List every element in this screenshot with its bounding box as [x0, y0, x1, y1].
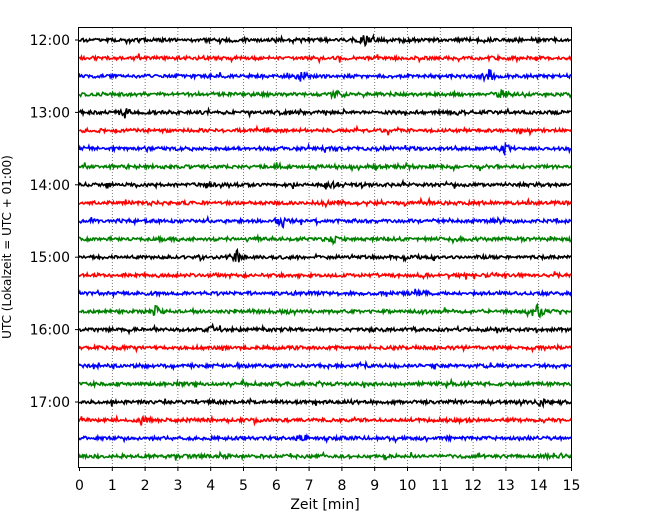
- trace-1645: [78, 377, 572, 390]
- trace-1715: [78, 414, 572, 427]
- x-tick-label: 7: [305, 478, 314, 494]
- y-tick-label: 12:00: [30, 33, 70, 49]
- trace-1615: [78, 342, 572, 354]
- trace-1500: [78, 247, 572, 263]
- x-axis: 0 1 2 3 4 5 6 7 8 9 10 11 12 13 14 15: [75, 467, 580, 494]
- trace-1400: [78, 178, 572, 191]
- x-tick-label: 3: [173, 478, 182, 494]
- y-tick-label: 13:00: [30, 105, 70, 121]
- x-tick-label: 15: [563, 478, 581, 494]
- x-tick-label: 2: [141, 478, 150, 494]
- trace-1230: [78, 69, 572, 84]
- traces: [78, 33, 572, 462]
- trace-1600: [78, 322, 572, 336]
- x-tick-label: 10: [399, 478, 417, 494]
- trace-1730: [78, 432, 572, 445]
- trace-1700: [78, 397, 572, 409]
- x-tick-label: 1: [108, 478, 117, 494]
- y-tick-label: 17:00: [30, 395, 70, 411]
- x-tick-label: 11: [431, 478, 449, 494]
- trace-1330: [78, 141, 572, 157]
- trace-1545: [78, 302, 572, 319]
- y-axis: 12:00 13:00 14:00 15:00 16:00 17:00: [30, 33, 79, 411]
- trace-1430: [78, 214, 572, 230]
- x-tick-label: 13: [497, 478, 515, 494]
- x-tick-label: 6: [272, 478, 281, 494]
- trace-1415: [78, 196, 572, 209]
- y-tick-label: 14:00: [30, 178, 70, 194]
- plot-frame: [78, 27, 572, 468]
- y-tick-label: 15:00: [30, 250, 70, 266]
- trace-1300: [78, 106, 572, 119]
- y-tick-label: 16:00: [30, 323, 70, 339]
- x-axis-label: Zeit [min]: [290, 497, 359, 513]
- x-tick-label: 0: [75, 478, 84, 494]
- grid: [111, 28, 540, 467]
- x-tick-label: 5: [239, 478, 248, 494]
- x-tick-label: 8: [337, 478, 346, 494]
- trace-1315: [78, 124, 572, 137]
- trace-1515: [78, 270, 572, 281]
- y-axis-label: UTC (Lokalzeit = UTC + 01:00): [0, 155, 14, 339]
- x-tick-label: 9: [370, 478, 379, 494]
- trace-1345: [78, 161, 572, 173]
- trace-1215: [78, 53, 572, 65]
- x-tick-label: 12: [464, 478, 482, 494]
- x-tick-label: 4: [206, 478, 215, 494]
- trace-1630: [78, 359, 572, 372]
- trace-1445: [78, 233, 572, 246]
- trace-1530: [78, 288, 572, 299]
- trace-1245: [78, 89, 572, 101]
- trace-1745: [78, 450, 572, 462]
- x-tick-label: 14: [530, 478, 548, 494]
- trace-1200: [78, 33, 572, 48]
